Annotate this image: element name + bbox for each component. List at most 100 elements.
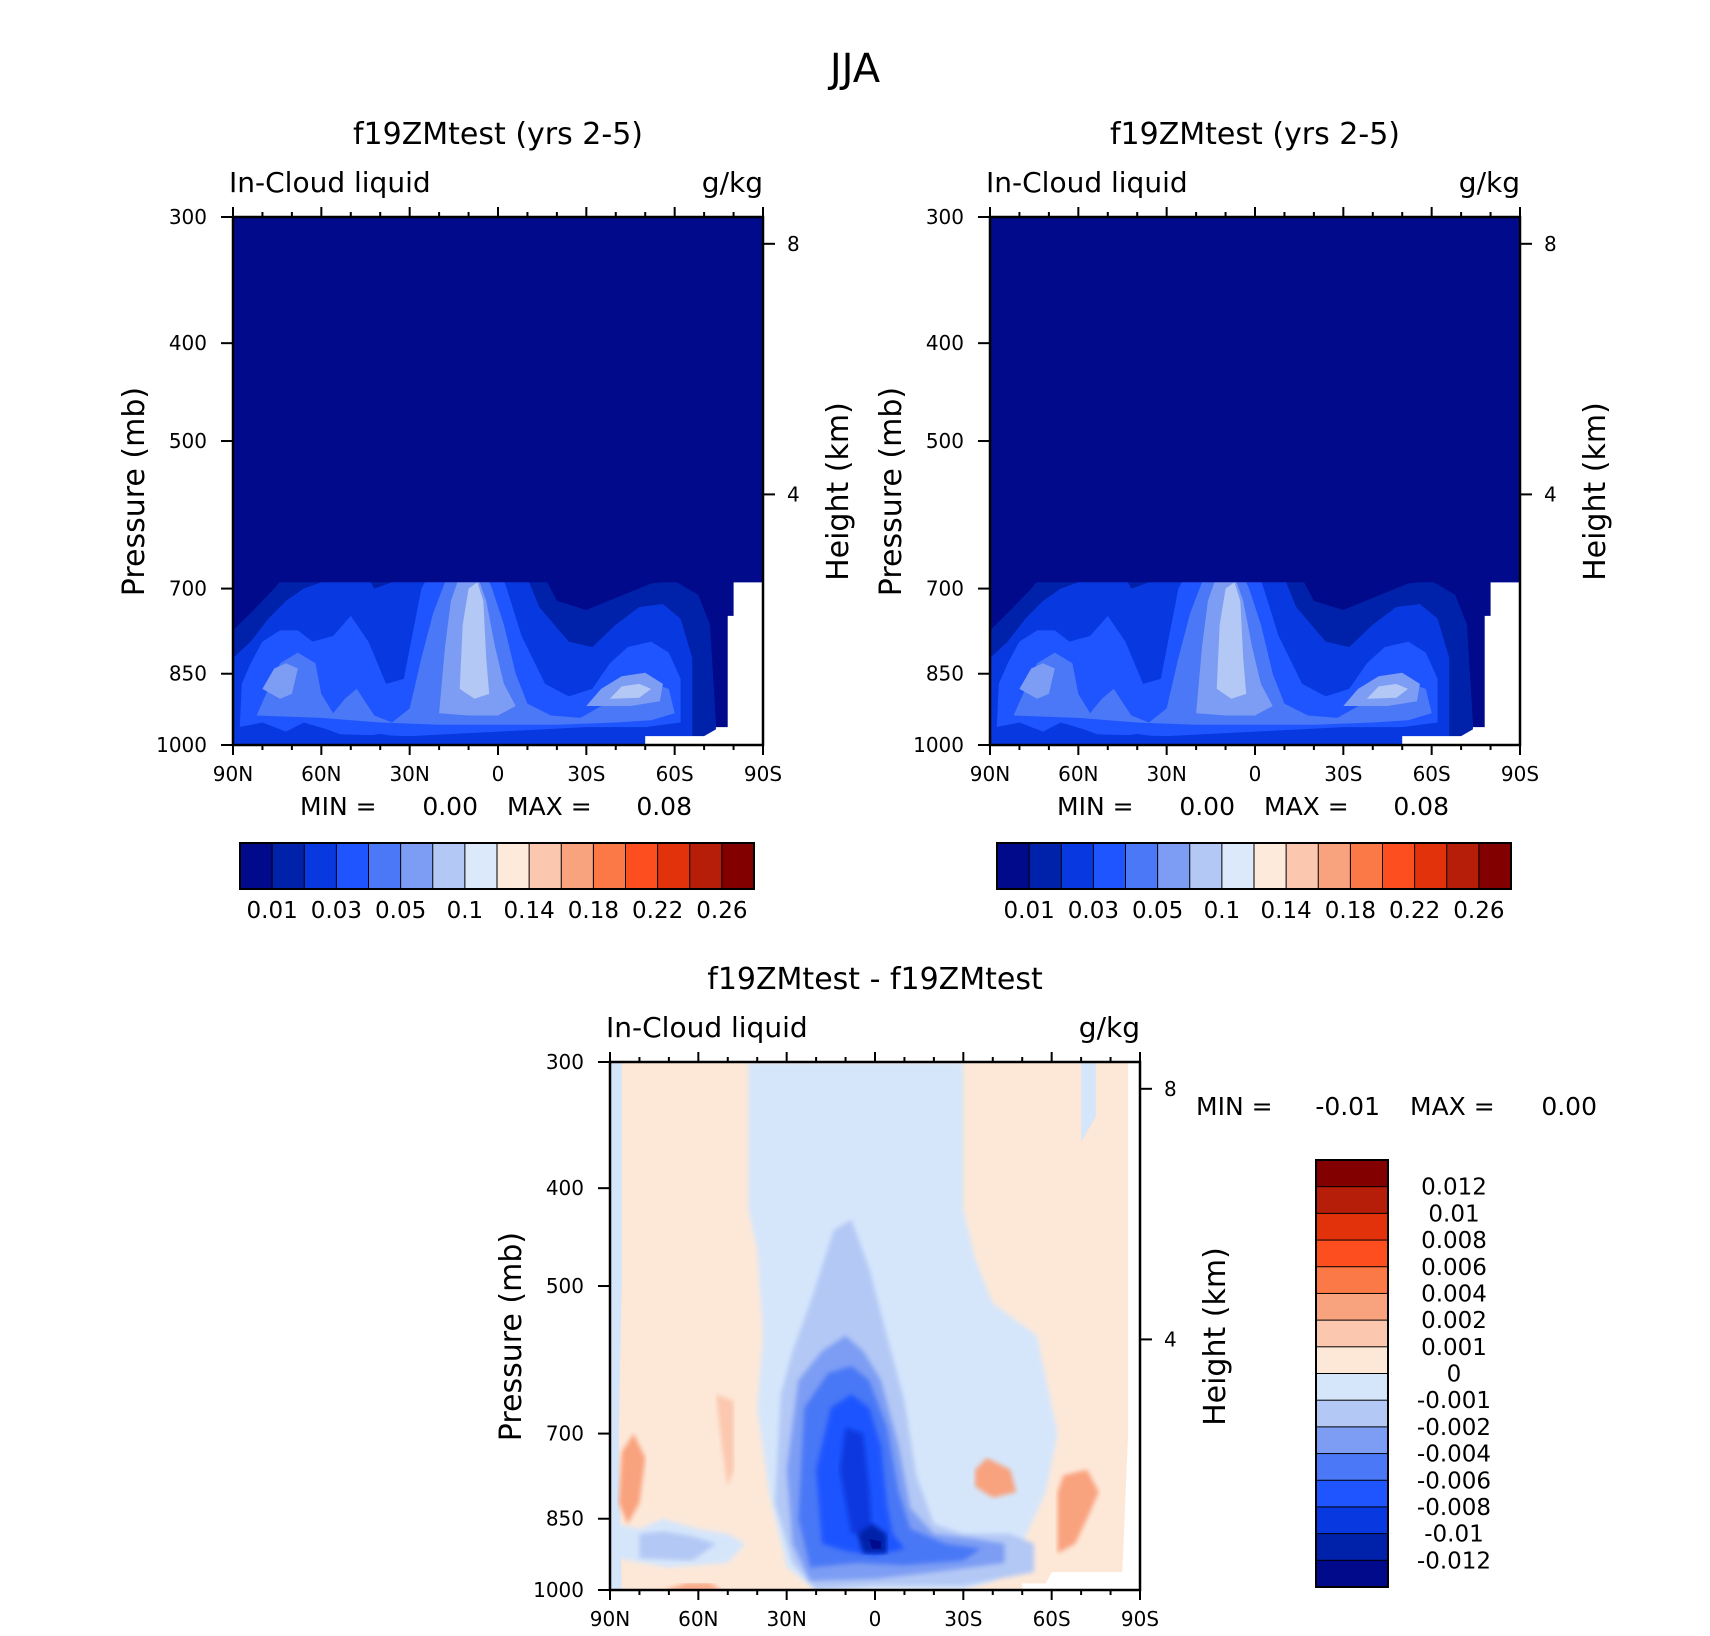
colorbar-box <box>1315 1319 1389 1348</box>
colorbar-box <box>1315 1266 1389 1295</box>
colorbar-box <box>1349 842 1384 890</box>
contour-band-008a <box>1216 582 1247 699</box>
figure-title: JJA <box>827 46 881 92</box>
colorbar-box <box>1253 842 1288 890</box>
colorbar-label: 0.03 <box>1068 898 1119 924</box>
x-tick-label: 60S <box>1413 762 1451 786</box>
panel-top-right: f19ZMtest (yrs 2-5) In-Cloud liquid g/kg… <box>874 117 1613 924</box>
max-value: 0.08 <box>636 792 692 821</box>
min-value: 0.00 <box>1179 792 1235 821</box>
colorbar-label: 0.001 <box>1421 1335 1487 1361</box>
units-label: g/kg <box>1459 166 1520 199</box>
colorbar-frame <box>239 842 755 890</box>
colorbar-label: -0.01 <box>1424 1522 1484 1548</box>
y-tick-label: 1000 <box>156 733 207 757</box>
x-tick-label: 90N <box>970 762 1010 786</box>
colorbar-box <box>271 842 306 890</box>
y-right-tick-label: 8 <box>787 232 800 256</box>
colorbar-box <box>1315 1346 1389 1375</box>
axes: 90N 60N 30N 0 30S 60S 90S 300 400 500 700 850 1000 8 4… <box>494 1050 1233 1631</box>
colorbar: 0.01 0.03 0.05 0.1 0.14 0.18 0.22 0.26 <box>239 842 755 924</box>
colorbar-box <box>528 842 563 890</box>
colorbar-label: 0.26 <box>696 898 747 924</box>
colorbar-box <box>335 842 370 890</box>
y-tick-label: 500 <box>546 1274 584 1298</box>
colorbar-box <box>1315 1426 1389 1455</box>
y-tick-label: 500 <box>926 429 964 453</box>
contour-band-neg0002b <box>639 1531 716 1561</box>
x-tick-label: 30N <box>389 762 429 786</box>
colorbar-box <box>1414 842 1448 890</box>
max-label: MAX = <box>1410 1092 1495 1121</box>
x-tick-label: 30S <box>1324 762 1362 786</box>
colorbar-label: 0.002 <box>1421 1308 1487 1334</box>
y-right-tick-label: 4 <box>1544 482 1557 506</box>
colorbar-box <box>1315 1453 1389 1482</box>
colorbar-box <box>1157 842 1191 890</box>
colorbar-box <box>1315 1212 1389 1242</box>
x-tick-label: 0 <box>1249 762 1262 786</box>
colorbar-box <box>1285 842 1320 890</box>
missing-data-mask <box>1022 1062 1140 1590</box>
colorbar-box <box>560 842 595 890</box>
y-tick-label: 400 <box>546 1176 584 1200</box>
x-tick-label: 90N <box>590 1607 630 1631</box>
y-tick-label: 850 <box>546 1507 584 1531</box>
colorbar-box <box>1382 842 1416 890</box>
colorbar-box <box>1315 1479 1389 1508</box>
y-tick-label: 700 <box>169 577 207 601</box>
x-tick-label: 30S <box>944 1607 982 1631</box>
colorbar-label: 0.22 <box>632 898 683 924</box>
max-label: MAX = <box>1264 792 1349 821</box>
colorbar-box <box>464 842 498 890</box>
y-right-tick-label: 4 <box>1164 1327 1177 1351</box>
colorbar-label: -0.001 <box>1417 1388 1491 1414</box>
y-tick-label: 300 <box>926 205 964 229</box>
x-tick-label: 60N <box>678 1607 718 1631</box>
y-right-axis-label: Height (km) <box>821 402 856 581</box>
min-label: MIN = <box>1057 792 1134 821</box>
colorbar-box <box>1125 842 1159 890</box>
y-tick-label: 300 <box>169 205 207 229</box>
colorbar-label: 0.004 <box>1421 1281 1487 1307</box>
colorbar-box <box>625 842 659 890</box>
colorbar-box <box>1315 1533 1389 1562</box>
colorbar-label: 0.22 <box>1389 898 1440 924</box>
colorbar-label: 0.26 <box>1453 898 1504 924</box>
y-tick-label: 700 <box>926 577 964 601</box>
missing-data-mask <box>645 217 763 745</box>
contour-field <box>233 217 763 745</box>
axes: 90N 60N 30N 0 30S 60S 90S 300 400 500 700 850 1000 8 4… <box>117 205 856 786</box>
colorbar: 0.01 0.03 0.05 0.1 0.14 0.18 0.22 0.26 <box>996 842 1512 924</box>
panel-title: f19ZMtest - f19ZMtest <box>707 962 1043 997</box>
colorbar-box <box>1315 1399 1389 1428</box>
colorbar-label: 0.01 <box>247 898 298 924</box>
field-top <box>233 217 763 583</box>
colorbar-box <box>592 842 627 890</box>
contour-field <box>990 217 1520 745</box>
colorbar-box <box>1317 842 1352 890</box>
colorbar-label: 0 <box>1447 1362 1462 1388</box>
x-tick-label: 90S <box>1501 762 1539 786</box>
colorbar-box <box>1221 842 1255 890</box>
contour-band-008b <box>1366 683 1409 699</box>
colorbar-label: -0.002 <box>1417 1415 1491 1441</box>
colorbar-label: 0.1 <box>447 898 484 924</box>
colorbar-label: 0.14 <box>1261 898 1312 924</box>
min-max-readout: MIN = 0.00 MAX = 0.08 <box>1057 792 1449 821</box>
y-tick-label: 850 <box>169 662 207 686</box>
colorbar-label: -0.004 <box>1417 1442 1491 1468</box>
colorbar-box <box>1092 842 1127 890</box>
x-tick-label: 60N <box>301 762 341 786</box>
y-axis-label: Pressure (mb) <box>494 1232 529 1441</box>
contour-band-rim <box>233 722 628 745</box>
colorbar-box <box>1315 1186 1389 1215</box>
x-tick-label: 90S <box>1121 1607 1159 1631</box>
colorbar-box <box>496 842 531 890</box>
max-value: 0.00 <box>1541 1092 1597 1121</box>
colorbar-label: 0.012 <box>1421 1175 1487 1201</box>
colorbar-label: 0.05 <box>375 898 426 924</box>
colorbar-label: 0.03 <box>311 898 362 924</box>
colorbar-box <box>721 842 755 890</box>
